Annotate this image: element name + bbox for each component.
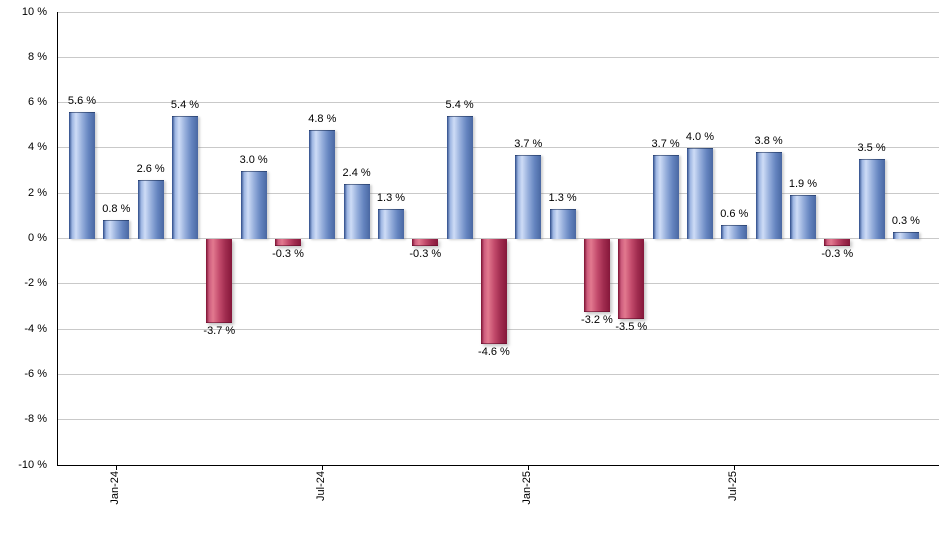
y-tick-label: 6 % [28, 96, 47, 109]
y-tick-label: 10 % [21, 5, 47, 18]
bar-value-label: 5.4 % [445, 99, 474, 112]
bar-value-label: -4.6 % [478, 345, 510, 358]
bar-value-label: -3.2 % [581, 313, 613, 326]
bar-value-label: 1.3 % [548, 192, 577, 205]
x-tick-mark [116, 465, 117, 470]
y-gridline [58, 11, 939, 13]
y-tick-label: 4 % [28, 141, 47, 154]
y-tick-label: -4 % [24, 322, 47, 335]
negative-return-bar [583, 238, 610, 312]
bar-value-label: 3.0 % [239, 153, 268, 166]
x-tick-mark [528, 465, 529, 470]
bar-value-label: 0.3 % [891, 214, 920, 227]
positive-return-bar [137, 179, 164, 240]
y-tick-label: 8 % [28, 50, 47, 63]
bar-value-label: 4.8 % [308, 112, 337, 125]
plot-area: 5.6 % 0.8 % 2.6 % 5.4 % -3.7 % 3.0 % -0.3 % 4.8… [57, 11, 939, 466]
y-gridline [58, 192, 939, 194]
y-tick-label: -8 % [24, 413, 47, 426]
y-gridline [58, 56, 939, 58]
y-tick-label: -2 % [24, 277, 47, 290]
positive-return-bar [858, 159, 885, 240]
negative-return-bar [274, 238, 301, 247]
bar-value-label: 3.8 % [754, 135, 783, 148]
positive-return-bar [755, 152, 782, 240]
positive-return-bar [69, 111, 95, 240]
x-tick-mark [322, 465, 323, 470]
x-tick-mark [734, 465, 735, 470]
positive-return-bar [377, 209, 404, 240]
positive-return-bar [446, 116, 473, 240]
bar-value-label: 3.5 % [857, 142, 886, 155]
bar-value-label: -0.3 % [272, 248, 304, 261]
bar-value-label: 5.4 % [170, 99, 200, 112]
y-tick-label: 0 % [28, 232, 47, 244]
x-tick-label: Jul-24 [315, 471, 327, 501]
negative-return-bar [412, 238, 439, 247]
positive-return-bar [309, 129, 336, 240]
negative-return-bar [206, 238, 233, 324]
positive-return-bar [652, 154, 679, 240]
y-tick-label: -10 % [18, 458, 47, 471]
positive-return-bar [515, 154, 542, 240]
y-gridline [58, 419, 939, 421]
bar-value-label: 3.7 % [514, 137, 543, 150]
bar-value-label: 4.0 % [685, 130, 714, 143]
x-tick-label: Jan-24 [109, 471, 121, 505]
negative-return-bar [618, 238, 645, 319]
positive-return-bar [103, 220, 130, 240]
y-gridline [58, 102, 939, 104]
bar-value-label: 3.7 % [651, 137, 680, 150]
bar-value-label: 1.9 % [788, 178, 817, 191]
positive-return-bar [240, 170, 267, 240]
bar-value-label: -0.3 % [409, 248, 442, 261]
positive-return-bar [789, 195, 816, 240]
negative-return-bar [480, 238, 507, 344]
bar-value-label: 1.3 % [376, 192, 406, 205]
bar-value-label: 0.8 % [102, 203, 131, 216]
y-tick-label: -6 % [24, 367, 47, 380]
positive-return-bar [892, 231, 919, 240]
positive-return-bar [721, 224, 748, 240]
bar-value-label: 5.6 % [67, 94, 97, 107]
negative-return-bar [824, 238, 851, 247]
positive-return-bar [343, 184, 370, 240]
y-gridline [58, 147, 939, 149]
bar-value-label: 2.4 % [342, 167, 371, 180]
bar-value-label: -3.5 % [615, 320, 648, 333]
bar-value-label: 2.6 % [136, 162, 165, 175]
y-tick-label: 2 % [28, 186, 47, 199]
x-tick-label: Jan-25 [521, 471, 533, 505]
positive-return-bar [171, 116, 198, 240]
y-gridline [58, 373, 939, 375]
x-tick-label: Jul-25 [727, 471, 739, 501]
bar-value-label: -3.7 % [203, 325, 236, 338]
bar-value-label: -0.3 % [821, 248, 854, 261]
bar-value-label: 0.6 % [720, 207, 749, 220]
positive-return-bar [549, 209, 576, 240]
positive-return-bar [686, 147, 713, 240]
